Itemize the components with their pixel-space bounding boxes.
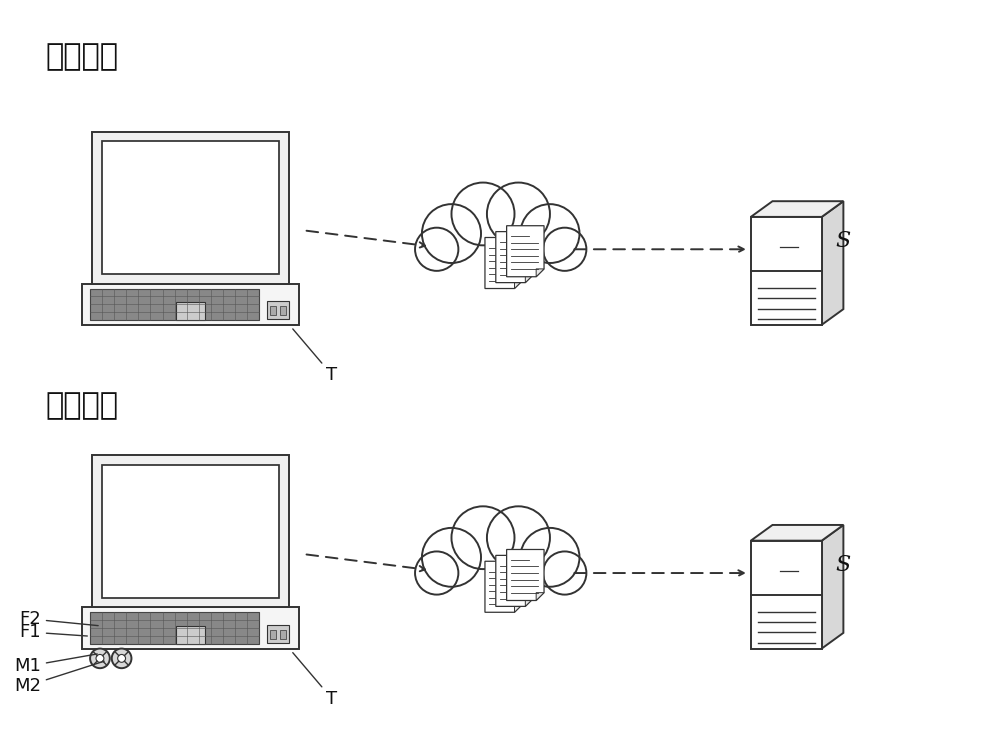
Polygon shape (751, 201, 843, 217)
Polygon shape (90, 288, 259, 320)
Polygon shape (92, 131, 289, 283)
Polygon shape (507, 550, 544, 600)
Polygon shape (507, 226, 544, 277)
Circle shape (545, 230, 585, 269)
Circle shape (422, 204, 481, 263)
Circle shape (112, 649, 131, 668)
Circle shape (118, 655, 126, 662)
Circle shape (523, 530, 577, 584)
Polygon shape (267, 625, 289, 643)
Circle shape (487, 506, 550, 569)
Circle shape (451, 183, 514, 245)
Polygon shape (280, 630, 286, 639)
Text: T: T (293, 653, 338, 708)
Polygon shape (751, 541, 822, 649)
Circle shape (90, 649, 110, 668)
Polygon shape (751, 217, 822, 325)
Ellipse shape (425, 539, 576, 622)
Polygon shape (514, 604, 522, 612)
Polygon shape (514, 280, 522, 288)
Circle shape (424, 530, 479, 584)
Circle shape (96, 655, 104, 662)
Text: M2: M2 (14, 661, 104, 695)
Polygon shape (92, 455, 289, 607)
Polygon shape (82, 283, 299, 325)
Ellipse shape (412, 208, 589, 304)
Circle shape (451, 506, 514, 569)
Polygon shape (536, 592, 544, 600)
Circle shape (545, 553, 585, 593)
Polygon shape (536, 269, 544, 277)
Circle shape (489, 509, 547, 567)
Ellipse shape (412, 532, 589, 628)
Text: 预测阶段: 预测阶段 (46, 391, 119, 421)
Circle shape (415, 228, 458, 271)
Polygon shape (82, 607, 299, 649)
Circle shape (543, 551, 586, 595)
Circle shape (520, 528, 579, 586)
Circle shape (489, 185, 547, 243)
Circle shape (422, 528, 481, 586)
Polygon shape (485, 238, 522, 288)
Polygon shape (176, 302, 205, 320)
Polygon shape (415, 183, 586, 271)
Polygon shape (496, 232, 533, 283)
Text: S: S (836, 554, 851, 576)
Polygon shape (270, 306, 276, 315)
Circle shape (415, 551, 458, 595)
Circle shape (523, 206, 577, 261)
Circle shape (520, 204, 579, 263)
Polygon shape (822, 525, 843, 649)
Polygon shape (270, 630, 276, 639)
Text: F2: F2 (19, 610, 98, 628)
Circle shape (543, 228, 586, 271)
Circle shape (487, 183, 550, 245)
Circle shape (454, 509, 512, 567)
Text: F1: F1 (19, 623, 87, 641)
Polygon shape (751, 525, 843, 541)
Polygon shape (280, 306, 286, 315)
Polygon shape (485, 562, 522, 612)
Circle shape (417, 553, 457, 593)
Polygon shape (822, 201, 843, 325)
Text: 训练阶段: 训练阶段 (46, 43, 119, 71)
Text: T: T (293, 329, 338, 384)
Ellipse shape (425, 214, 576, 297)
Polygon shape (525, 598, 533, 606)
Polygon shape (176, 626, 205, 644)
Polygon shape (525, 275, 533, 283)
Polygon shape (102, 142, 279, 274)
Polygon shape (267, 301, 289, 319)
Text: S: S (836, 230, 851, 252)
Circle shape (454, 185, 512, 243)
Polygon shape (102, 465, 279, 597)
Polygon shape (90, 612, 259, 644)
Polygon shape (496, 556, 533, 606)
Text: M1: M1 (14, 654, 97, 675)
Polygon shape (415, 506, 586, 595)
Circle shape (417, 230, 457, 269)
Circle shape (424, 206, 479, 261)
